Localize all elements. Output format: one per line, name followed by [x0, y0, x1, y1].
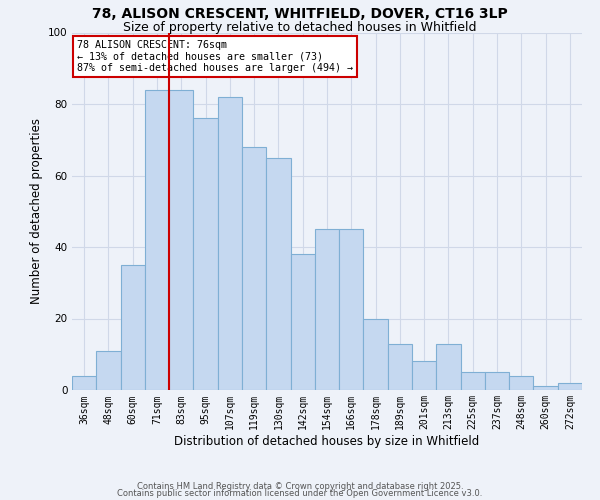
Text: Size of property relative to detached houses in Whitfield: Size of property relative to detached ho…: [123, 21, 477, 34]
Bar: [266, 158, 290, 390]
Bar: [339, 229, 364, 390]
Bar: [145, 90, 169, 390]
Bar: [558, 383, 582, 390]
Bar: [533, 386, 558, 390]
Bar: [485, 372, 509, 390]
Bar: [509, 376, 533, 390]
Bar: [72, 376, 96, 390]
Bar: [436, 344, 461, 390]
Bar: [315, 229, 339, 390]
Bar: [388, 344, 412, 390]
Bar: [364, 318, 388, 390]
Bar: [242, 147, 266, 390]
Bar: [290, 254, 315, 390]
Text: Contains public sector information licensed under the Open Government Licence v3: Contains public sector information licen…: [118, 489, 482, 498]
Bar: [461, 372, 485, 390]
Bar: [169, 90, 193, 390]
Bar: [193, 118, 218, 390]
Text: Contains HM Land Registry data © Crown copyright and database right 2025.: Contains HM Land Registry data © Crown c…: [137, 482, 463, 491]
Text: 78 ALISON CRESCENT: 76sqm
← 13% of detached houses are smaller (73)
87% of semi-: 78 ALISON CRESCENT: 76sqm ← 13% of detac…: [77, 40, 353, 73]
X-axis label: Distribution of detached houses by size in Whitfield: Distribution of detached houses by size …: [175, 435, 479, 448]
Bar: [218, 97, 242, 390]
Text: 78, ALISON CRESCENT, WHITFIELD, DOVER, CT16 3LP: 78, ALISON CRESCENT, WHITFIELD, DOVER, C…: [92, 8, 508, 22]
Y-axis label: Number of detached properties: Number of detached properties: [29, 118, 43, 304]
Bar: [96, 350, 121, 390]
Bar: [121, 265, 145, 390]
Bar: [412, 362, 436, 390]
